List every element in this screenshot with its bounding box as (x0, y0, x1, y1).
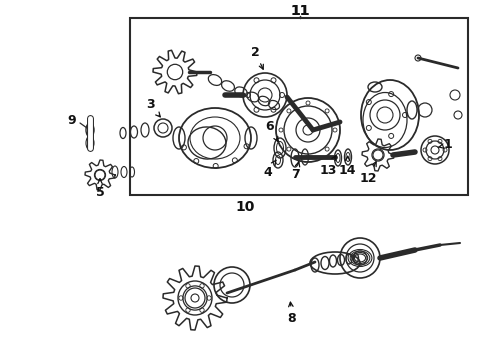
Text: 13: 13 (319, 156, 337, 176)
Text: 4: 4 (264, 160, 276, 179)
Text: 12: 12 (359, 162, 377, 184)
Text: 11: 11 (290, 4, 310, 18)
Text: 1: 1 (438, 139, 452, 152)
Text: 2: 2 (250, 45, 263, 69)
Text: 6: 6 (266, 121, 278, 141)
Text: 11: 11 (290, 4, 310, 18)
Text: 7: 7 (291, 162, 300, 181)
Text: 5: 5 (96, 179, 104, 198)
Text: 8: 8 (288, 302, 296, 324)
Text: 3: 3 (146, 99, 160, 117)
Bar (130, 18, 468, 195)
Text: 14: 14 (338, 156, 356, 176)
Text: 9: 9 (68, 113, 76, 126)
Text: 10: 10 (235, 200, 255, 214)
